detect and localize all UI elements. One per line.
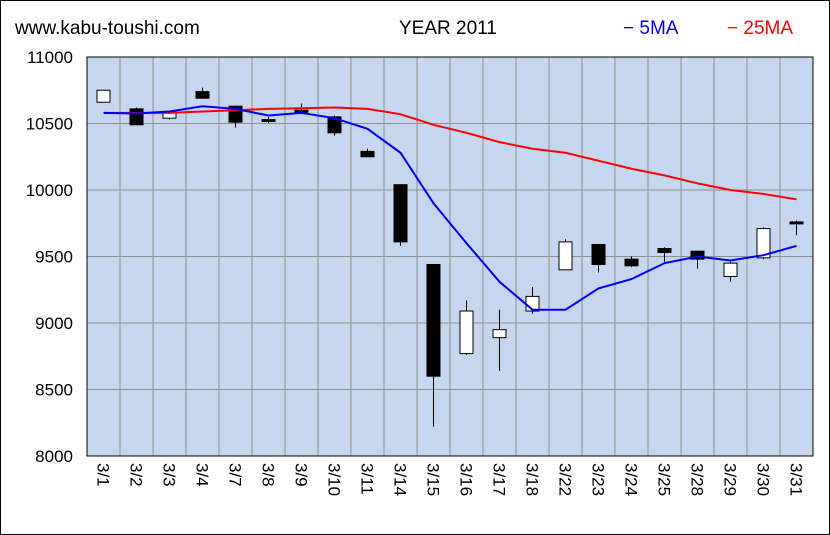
y-tick-label: 11000 [27, 48, 73, 67]
candle-body [261, 119, 276, 123]
x-tick-label: 3/9 [292, 463, 311, 487]
x-tick-label: 3/30 [754, 463, 773, 496]
y-tick-label: 10500 [26, 115, 73, 134]
ma5-line [103, 105, 797, 311]
x-tick-label: 3/31 [787, 463, 806, 496]
x-tick-label: 3/3 [160, 463, 179, 487]
ma25-line [103, 106, 797, 201]
chart-title: YEAR 2011 [399, 18, 497, 39]
y-tick-label: 8000 [35, 447, 73, 466]
x-tick-label: 3/7 [226, 463, 245, 487]
x-tick-label: 3/25 [655, 463, 674, 496]
site-url: www.kabu-toushi.com [15, 18, 200, 39]
candle-body [558, 241, 573, 271]
candle-body [723, 262, 738, 277]
x-tick-label: 3/23 [589, 463, 608, 496]
candle-body [789, 221, 804, 225]
legend-25ma: − 25MA [727, 18, 794, 39]
candle-body [657, 248, 672, 254]
candle-body [492, 329, 507, 339]
x-tick-label: 3/10 [325, 463, 344, 496]
x-tick-label: 3/15 [424, 463, 443, 496]
x-tick-label: 3/18 [523, 463, 542, 496]
x-tick-label: 3/24 [622, 463, 641, 496]
x-tick-label: 3/8 [259, 463, 278, 487]
x-tick-label: 3/4 [193, 463, 212, 487]
x-tick-label: 3/14 [391, 463, 410, 496]
candle-body [459, 310, 474, 355]
x-tick-label: 3/17 [490, 463, 509, 496]
candle-body [129, 108, 144, 126]
y-tick-label: 9000 [35, 314, 73, 333]
candle-body [96, 89, 111, 103]
x-tick-label: 3/11 [358, 463, 377, 495]
x-tick-label: 3/22 [556, 463, 575, 496]
candle-body [195, 91, 210, 99]
y-tick-label: 10000 [26, 181, 73, 200]
candle-body [360, 150, 375, 158]
candle-body [690, 250, 705, 260]
candle-body [591, 244, 606, 265]
x-tick-label: 3/2 [127, 463, 146, 487]
candle-body [393, 184, 408, 243]
candle-body [327, 116, 342, 134]
legend-5ma: − 5MA [623, 18, 679, 39]
y-tick-label: 8500 [35, 381, 73, 400]
x-tick-label: 3/16 [457, 463, 476, 496]
candle-body [756, 228, 771, 259]
candle-body [426, 263, 441, 377]
plot-border [86, 56, 814, 457]
y-tick-label: 9500 [35, 248, 73, 267]
x-tick-label: 3/28 [688, 463, 707, 496]
x-tick-label: 3/1 [94, 463, 113, 487]
x-tick-label: 3/29 [721, 463, 740, 496]
candle-body [624, 258, 639, 267]
